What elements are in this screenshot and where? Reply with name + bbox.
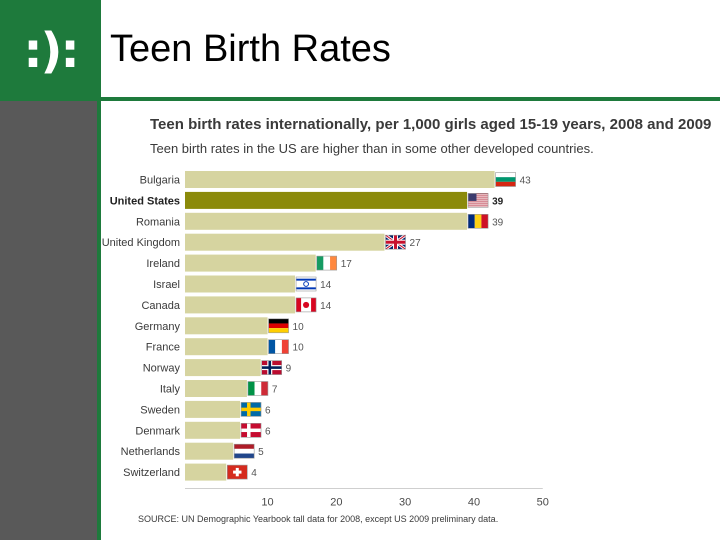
category-label-canada: Canada: [141, 300, 180, 312]
bar-bulgaria: [185, 171, 495, 188]
bulgaria-flag-icon: [495, 172, 516, 187]
value-label-netherlands: 5: [258, 447, 264, 458]
category-label-romania: Romania: [136, 216, 181, 228]
value-label-bulgaria: 43: [520, 176, 532, 187]
value-label-united-states: 39: [492, 196, 504, 207]
x-tick-label: 20: [330, 497, 342, 509]
ireland-flag-icon: [316, 255, 338, 271]
value-label-sweden: 6: [265, 405, 271, 416]
bar-romania: [185, 212, 468, 230]
category-label-united-kingdom: United Kingdom: [102, 237, 180, 249]
bar-italy: [185, 380, 247, 397]
bar-united-states: [185, 191, 468, 209]
switzerland-flag-icon: [226, 464, 248, 480]
denmark-flag-icon: [240, 422, 262, 438]
value-label-denmark: 6: [265, 426, 271, 437]
category-label-switzerland: Switzerland: [123, 467, 180, 479]
x-tick-label: 50: [537, 497, 549, 509]
category-label-italy: Italy: [160, 384, 181, 396]
chart-title: Teen birth rates internationally, per 1,…: [150, 116, 712, 133]
category-label-netherlands: Netherlands: [121, 446, 181, 458]
value-label-united-kingdom: 27: [410, 238, 422, 249]
bar-denmark: [185, 421, 241, 439]
x-tick-label: 10: [261, 497, 273, 509]
chart-subtitle: Teen birth rates in the US are higher th…: [150, 141, 594, 156]
x-tick-label: 40: [468, 497, 480, 509]
israel-flag-icon: [295, 276, 317, 292]
germany-flag-icon: [268, 318, 289, 334]
sweden-flag-icon: [240, 402, 262, 417]
source-note: SOURCE: UN Demographic Yearbook tall dat…: [138, 514, 499, 524]
value-label-romania: 39: [492, 217, 504, 228]
category-label-denmark: Denmark: [135, 425, 180, 437]
uk-flag-icon: [384, 233, 407, 251]
category-label-norway: Norway: [143, 363, 181, 375]
left-accent-edge: [97, 101, 101, 540]
value-label-italy: 7: [272, 385, 278, 396]
category-label-united-states: United States: [110, 195, 180, 207]
value-label-norway: 9: [286, 364, 292, 375]
x-tick-label: 30: [399, 497, 411, 509]
left-sidebar-strip: [0, 101, 97, 540]
value-label-switzerland: 4: [251, 468, 257, 479]
bar-sweden: [185, 400, 241, 418]
netherlands-flag-icon: [233, 443, 255, 459]
bar-france: [185, 338, 268, 356]
value-label-israel: 14: [320, 280, 332, 291]
bar-switzerland: [185, 463, 227, 481]
bar-israel: [185, 275, 296, 293]
bar-ireland: [185, 254, 316, 272]
bar-united-kingdom: [185, 233, 385, 251]
value-label-ireland: 17: [341, 259, 353, 270]
bar-norway: [185, 359, 261, 377]
romania-flag-icon: [467, 213, 489, 229]
category-label-germany: Germany: [135, 321, 181, 333]
category-label-ireland: Ireland: [146, 258, 180, 270]
norway-flag-icon: [261, 360, 282, 375]
value-label-germany: 10: [293, 322, 305, 333]
value-label-france: 10: [293, 343, 305, 354]
canada-flag-icon: [295, 297, 317, 313]
category-label-israel: Israel: [153, 279, 180, 291]
category-label-france: France: [146, 342, 180, 354]
title-divider: [101, 97, 720, 101]
bar-chart: 10 20 30 40 50 Bulgaria 43 United States 39 Roman…: [102, 171, 549, 509]
bar-netherlands: [185, 442, 234, 460]
usa-flag-icon: [467, 193, 489, 208]
france-flag-icon: [268, 339, 289, 354]
logo: :):: [0, 0, 101, 101]
category-label-sweden: Sweden: [140, 404, 180, 416]
category-label-bulgaria: Bulgaria: [140, 175, 181, 187]
value-label-canada: 14: [320, 301, 332, 312]
bar-germany: [185, 317, 268, 335]
italy-flag-icon: [247, 381, 269, 396]
bar-canada: [185, 296, 296, 314]
slide-title: Teen Birth Rates: [110, 28, 391, 70]
